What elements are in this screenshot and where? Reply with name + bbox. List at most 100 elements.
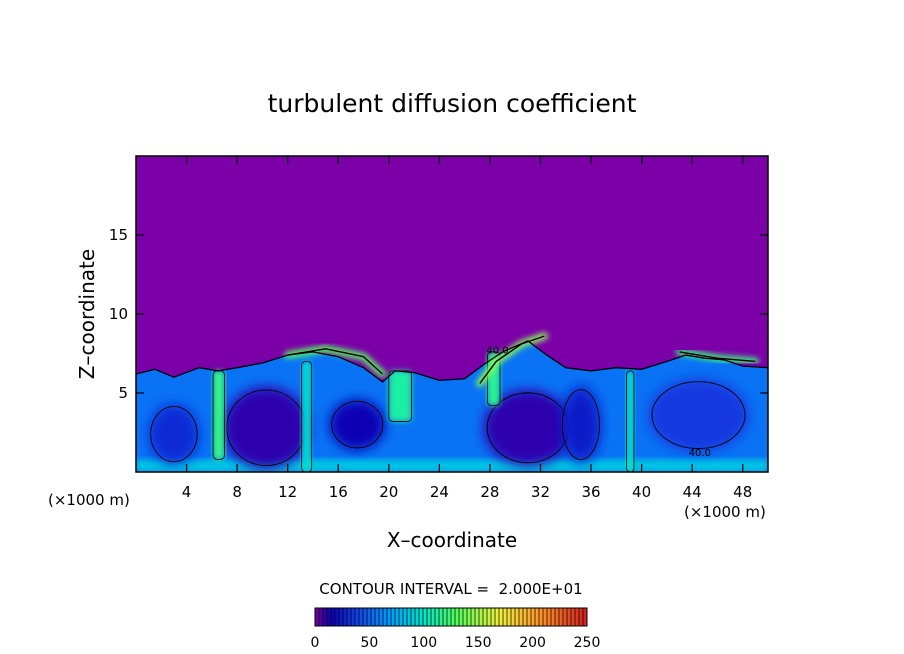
colorbar-step-43 — [487, 608, 492, 626]
plot-field: 40.0 40.0 — [136, 156, 768, 472]
colorbar-step-65 — [575, 608, 580, 626]
colorbar-step-60 — [555, 608, 560, 626]
colorbar-ticks: 0 50 100 150 200 250 — [311, 635, 601, 651]
y-tick-label-5: 5 — [118, 384, 128, 402]
colorbar-step-28 — [427, 608, 432, 626]
colorbar-step-61 — [559, 608, 564, 626]
shear-contour-2 — [679, 351, 756, 363]
colorbar-step-53 — [527, 608, 532, 626]
updraft-plume-0 — [213, 370, 225, 460]
contour-label-0: 40.0 — [486, 346, 508, 357]
colorbar-step-27 — [423, 608, 428, 626]
colorbar — [314, 607, 588, 627]
colorbar-step-24 — [411, 608, 416, 626]
colorbar-tick-label-50: 50 — [360, 635, 378, 651]
x-tick-label-32: 32 — [531, 483, 550, 501]
colorbar-step-19 — [391, 608, 396, 626]
circulation-cell-5 — [647, 378, 750, 452]
shear-contour-1 — [479, 335, 545, 384]
contour-label-1: 40.0 — [689, 448, 711, 459]
colorbar-step-38 — [467, 608, 472, 626]
colorbar-step-10 — [355, 608, 360, 626]
colorbar-step-62 — [563, 608, 568, 626]
colorbar-step-54 — [531, 608, 536, 626]
colorbar-step-56 — [539, 608, 544, 626]
colorbar-step-2 — [323, 608, 328, 626]
colorbar-step-30 — [435, 608, 440, 626]
circulation-cell-2 — [483, 389, 573, 466]
x-tick-label-20: 20 — [379, 483, 398, 501]
colorbar-tick-label-100: 100 — [410, 635, 437, 651]
colorbar-step-33 — [447, 608, 452, 626]
colorbar-step-31 — [439, 608, 444, 626]
y-axis-label: Z–coordinate — [75, 249, 99, 379]
colorbar-step-44 — [491, 608, 496, 626]
colorbar-step-37 — [463, 608, 468, 626]
contour-interval-label: CONTOUR INTERVAL = 2.000E+01 — [319, 580, 582, 598]
colorbar-tick-label-200: 200 — [519, 635, 546, 651]
x-axis-label: X–coordinate — [387, 528, 517, 552]
x-tick-label-28: 28 — [480, 483, 499, 501]
plume-contour-4 — [626, 370, 635, 472]
field-layer: 40.0 40.0 — [136, 332, 768, 472]
circulation-cell-3 — [560, 386, 602, 463]
colorbar-step-41 — [479, 608, 484, 626]
colorbar-step-63 — [567, 608, 572, 626]
x-tick-label-24: 24 — [430, 483, 449, 501]
x-tick-label-36: 36 — [581, 483, 600, 501]
chart-title: turbulent diffusion coefficient — [268, 89, 637, 118]
colorbar-step-55 — [535, 608, 540, 626]
x-tick-label-4: 4 — [182, 483, 192, 501]
colorbar-step-35 — [455, 608, 460, 626]
colorbar-step-7 — [343, 608, 348, 626]
shear-contour-0 — [287, 348, 383, 375]
circulation-cell-1 — [329, 399, 386, 450]
colorbar-step-26 — [419, 608, 424, 626]
colorbar-tick-label-150: 150 — [465, 635, 492, 651]
colorbar-tick-label-0: 0 — [311, 635, 320, 651]
colorbar-step-8 — [347, 608, 352, 626]
colorbar-step-48 — [507, 608, 512, 626]
colorbar-step-32 — [443, 608, 448, 626]
colorbar-step-36 — [459, 608, 464, 626]
colorbar-step-59 — [551, 608, 556, 626]
colorbar-step-51 — [519, 608, 524, 626]
updraft-plume-1 — [301, 361, 312, 472]
colorbar-step-47 — [503, 608, 508, 626]
colorbar-step-13 — [367, 608, 372, 626]
colorbar-step-16 — [379, 608, 384, 626]
x-tick-label-48: 48 — [733, 483, 752, 501]
colorbar-step-17 — [383, 608, 388, 626]
x-tick-label-44: 44 — [683, 483, 702, 501]
colorbar-step-18 — [387, 608, 392, 626]
x-axis: 4 8 12 16 20 24 28 32 36 40 44 48 — [182, 156, 752, 501]
x-unit-left: (×1000 m) — [48, 491, 130, 509]
colorbar-step-4 — [331, 608, 336, 626]
colorbar-step-64 — [571, 608, 576, 626]
colorbar-step-58 — [547, 608, 552, 626]
colorbar-tick-label-250: 250 — [574, 635, 601, 651]
y-axis: 5 10 15 — [109, 226, 768, 402]
x-tick-label-16: 16 — [329, 483, 348, 501]
y-tick-label-15: 15 — [109, 226, 128, 244]
boundary-layer-contour — [136, 340, 768, 383]
colorbar-step-39 — [471, 608, 476, 626]
y-tick-label-10: 10 — [109, 305, 128, 323]
cell-contour-4 — [150, 406, 198, 463]
x-tick-label-8: 8 — [232, 483, 242, 501]
cell-contour-3 — [561, 389, 600, 460]
colorbar-step-14 — [371, 608, 376, 626]
colorbar-step-46 — [499, 608, 504, 626]
colorbar-step-5 — [335, 608, 340, 626]
colorbar-step-20 — [395, 608, 400, 626]
colorbar-frame — [314, 607, 588, 627]
surface-layer — [136, 459, 768, 472]
colorbar-step-29 — [431, 608, 436, 626]
colorbar-step-23 — [407, 608, 412, 626]
colorbar-step-52 — [523, 608, 528, 626]
cell-contour-1 — [331, 400, 384, 449]
colorbar-step-21 — [399, 608, 404, 626]
colorbar-step-49 — [511, 608, 516, 626]
colorbar-step-25 — [415, 608, 420, 626]
